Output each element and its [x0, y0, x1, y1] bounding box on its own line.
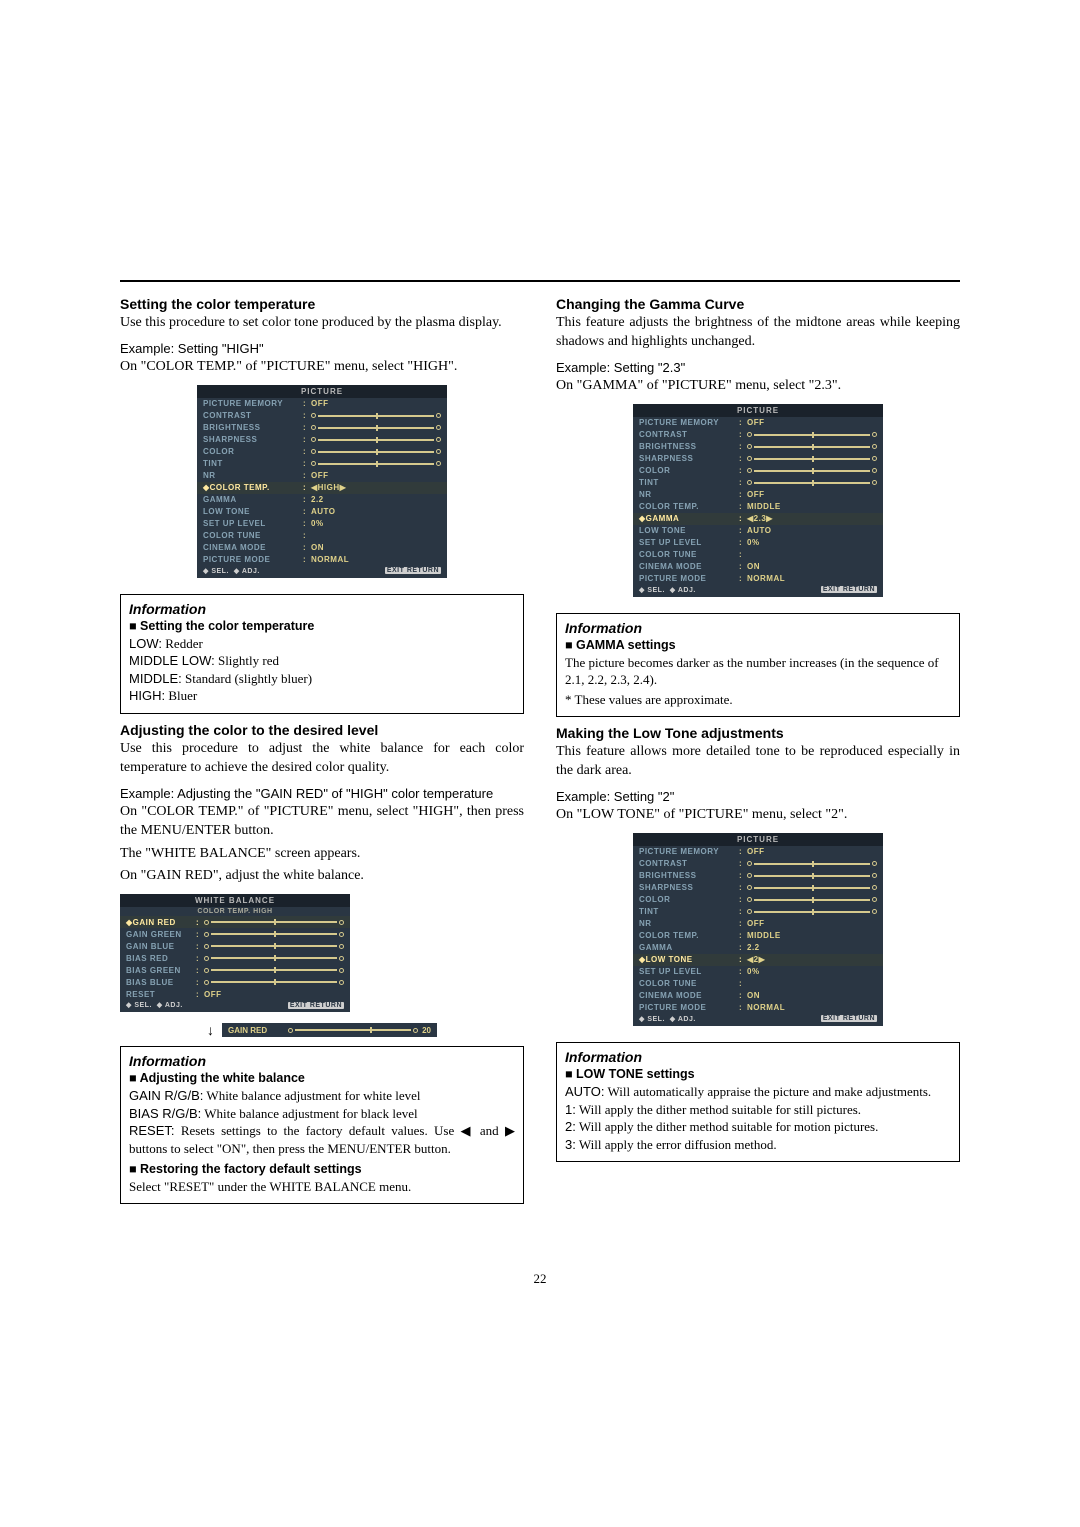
info-box-low-tone: Information LOW TONE settings AUTO: Will…	[556, 1042, 960, 1162]
body-text: Use this procedure to set color tone pro…	[120, 314, 524, 333]
info-title: Information	[129, 1053, 515, 1069]
heading-adjust-color: Adjusting the color to the desired level	[120, 722, 524, 738]
body-text: This feature allows more detailed tone t…	[556, 743, 960, 781]
heading-color-temp: Setting the color temperature	[120, 296, 524, 312]
osd-menu-picture-lowtone: PICTUREPICTURE MEMORY:OFFCONTRAST:BRIGHT…	[633, 833, 883, 1026]
info-subtitle: Adjusting the white balance	[129, 1071, 515, 1085]
gain-label: GAIN RED	[228, 1026, 288, 1035]
info-subtitle: LOW TONE settings	[565, 1067, 951, 1081]
example-text: Example: Setting "2"	[556, 789, 960, 804]
body-text: Use this procedure to adjust the white b…	[120, 740, 524, 778]
info-title: Information	[565, 620, 951, 636]
left-column: Setting the color temperature Use this p…	[120, 296, 524, 1212]
example-text: Example: Setting "2.3"	[556, 360, 960, 375]
example-text: Example: Setting "HIGH"	[120, 341, 524, 356]
page-number: 22	[0, 1271, 1080, 1287]
info-subtitle: GAMMA settings	[565, 638, 951, 652]
info-subtitle: Restoring the factory default settings	[129, 1162, 515, 1176]
body-text: The "WHITE BALANCE" screen appears.	[120, 845, 524, 864]
body-text: On "LOW TONE" of "PICTURE" menu, select …	[556, 806, 960, 825]
info-box-white-balance: Information Adjusting the white balance …	[120, 1046, 524, 1204]
osd-menu-picture: PICTUREPICTURE MEMORY:OFFCONTRAST:BRIGHT…	[197, 385, 447, 578]
body-text: On "GAIN RED", adjust the white balance.	[120, 867, 524, 886]
info-title: Information	[565, 1049, 951, 1065]
gain-red-strip: ↓ GAIN RED 20	[120, 1022, 524, 1038]
info-box-gamma: Information GAMMA settings The picture b…	[556, 613, 960, 718]
osd-menu-picture-gamma: PICTUREPICTURE MEMORY:OFFCONTRAST:BRIGHT…	[633, 404, 883, 597]
right-column: Changing the Gamma Curve This feature ad…	[556, 296, 960, 1212]
info-box-color-temp: Information Setting the color temperatur…	[120, 594, 524, 714]
gain-value: 20	[422, 1026, 431, 1035]
heading-gamma: Changing the Gamma Curve	[556, 296, 960, 312]
arrow-down-icon: ↓	[207, 1022, 214, 1038]
info-subtitle: Setting the color temperature	[129, 619, 515, 633]
body-text: On "COLOR TEMP." of "PICTURE" menu, sele…	[120, 803, 524, 841]
body-text: This feature adjusts the brightness of t…	[556, 314, 960, 352]
body-text: On "GAMMA" of "PICTURE" menu, select "2.…	[556, 377, 960, 396]
example-text: Example: Adjusting the "GAIN RED" of "HI…	[120, 786, 524, 801]
heading-low-tone: Making the Low Tone adjustments	[556, 725, 960, 741]
osd-menu-white-balance: WHITE BALANCECOLOR TEMP. HIGH◆GAIN RED:G…	[120, 894, 350, 1012]
body-text: On "COLOR TEMP." of "PICTURE" menu, sele…	[120, 358, 524, 377]
info-title: Information	[129, 601, 515, 617]
